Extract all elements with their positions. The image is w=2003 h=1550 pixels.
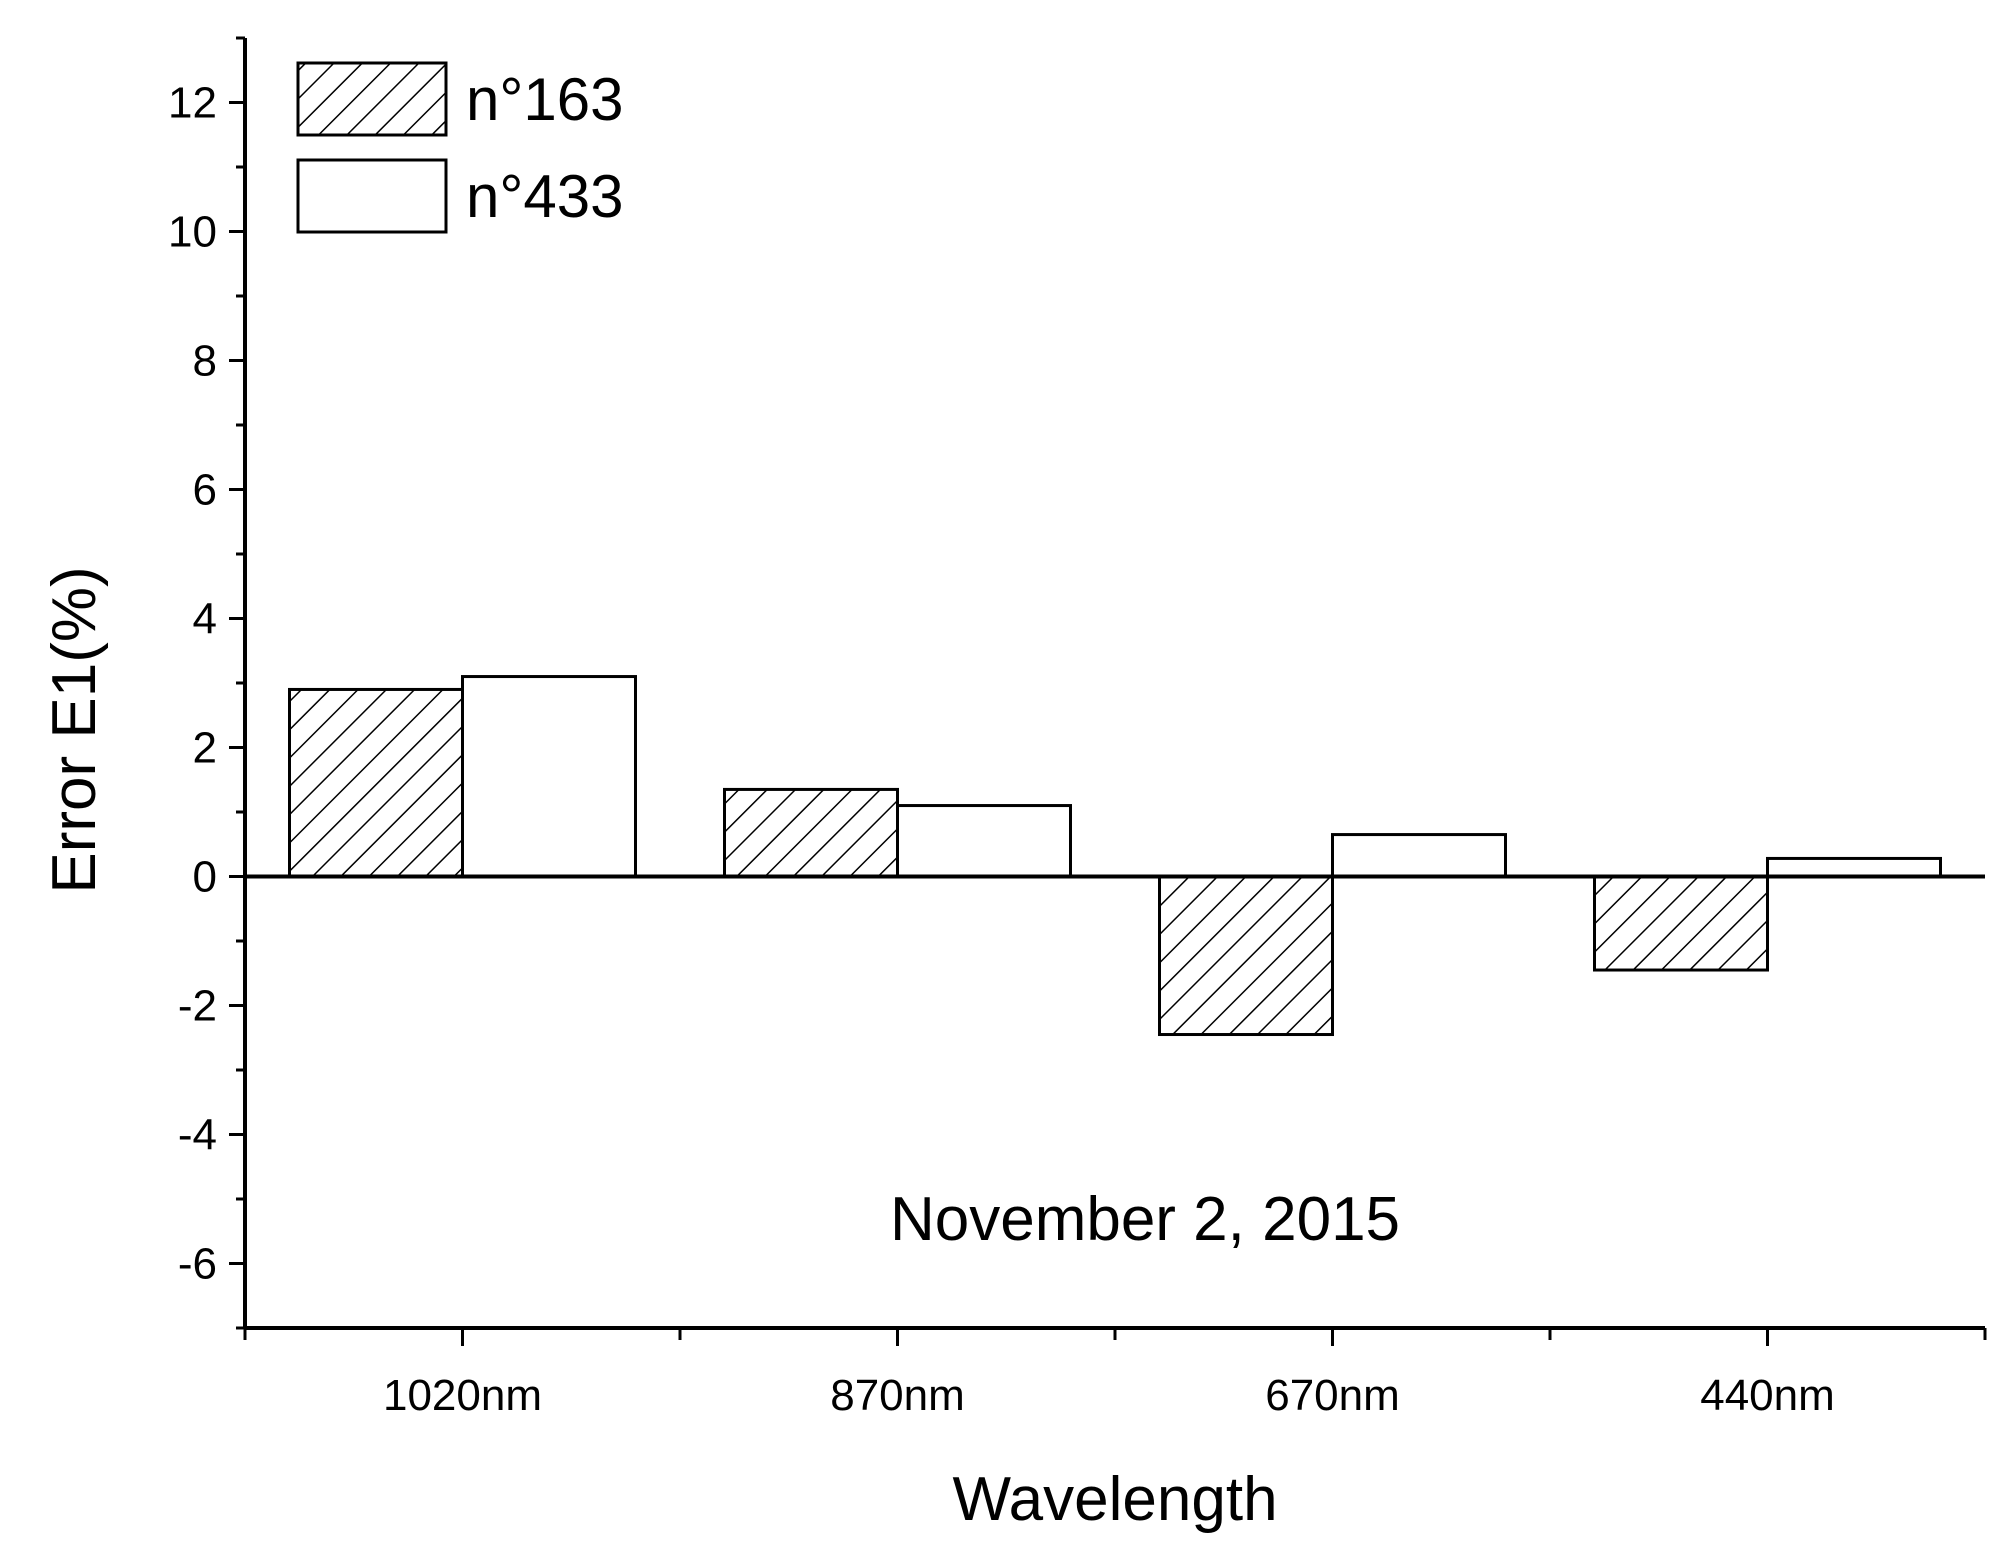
x-tick-label: 440nm bbox=[1700, 1371, 1835, 1420]
y-tick-label: -4 bbox=[178, 1111, 217, 1160]
y-tick-label: -6 bbox=[178, 1240, 217, 1289]
y-tick-label: 12 bbox=[168, 79, 217, 128]
legend-swatch-n433 bbox=[296, 158, 448, 234]
y-tick-label: 6 bbox=[193, 466, 217, 515]
annotation-text: November 2, 2015 bbox=[890, 1185, 1400, 1254]
bar-n433-1020nm bbox=[461, 675, 637, 878]
y-tick-label: -2 bbox=[178, 982, 217, 1031]
y-axis-title: Error E1(%) bbox=[40, 566, 109, 893]
bar-n433-670nm bbox=[1331, 833, 1507, 879]
bar-n163-440nm bbox=[1593, 875, 1769, 972]
y-tick-label: 8 bbox=[193, 337, 217, 386]
y-tick-label: 2 bbox=[193, 724, 217, 773]
y-tick-label: 0 bbox=[193, 853, 217, 902]
legend-swatch-n163 bbox=[296, 61, 448, 137]
bars-layer bbox=[288, 675, 1942, 1037]
y-tick-label: 10 bbox=[168, 208, 217, 257]
bar-n163-670nm bbox=[1158, 875, 1334, 1037]
axes-layer: -6 -4 -2 0 2 4 6 8 10 12 1020nm 870nm 670nm 440nm bbox=[168, 36, 1987, 1420]
bar-n433-870nm bbox=[896, 804, 1072, 878]
legend: n°163 n°433 bbox=[296, 61, 623, 234]
x-tick-label: 1020nm bbox=[383, 1371, 542, 1420]
legend-label-n163: n°163 bbox=[466, 66, 623, 133]
x-tick-label: 870nm bbox=[830, 1371, 965, 1420]
bar-n433-440nm bbox=[1766, 856, 1942, 879]
bar-n163-870nm bbox=[723, 787, 899, 878]
x-axis-title: Wavelength bbox=[952, 1465, 1277, 1534]
bar-n163-1020nm bbox=[288, 687, 464, 879]
y-tick-label: 4 bbox=[193, 595, 217, 644]
legend-label-n433: n°433 bbox=[466, 163, 623, 230]
x-tick-label: 670nm bbox=[1265, 1371, 1400, 1420]
